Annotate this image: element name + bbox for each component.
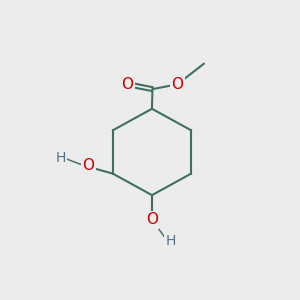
Text: O: O [146, 212, 158, 227]
Text: H: H [56, 151, 66, 165]
Text: H: H [165, 234, 176, 248]
Text: O: O [122, 77, 134, 92]
Text: O: O [172, 77, 184, 92]
Text: O: O [82, 158, 94, 173]
